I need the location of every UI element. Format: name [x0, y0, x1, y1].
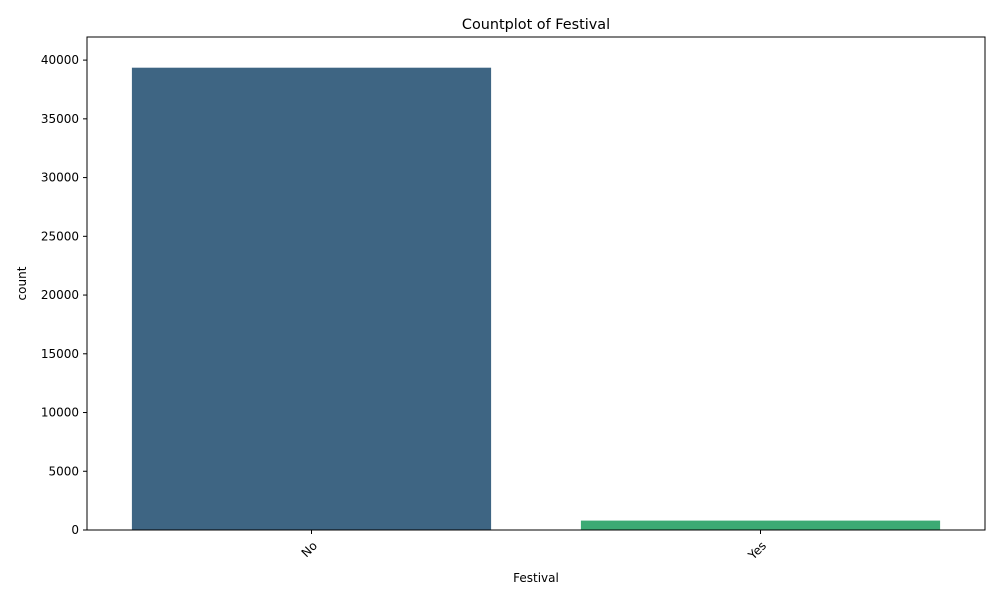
y-tick-label: 0: [71, 523, 79, 537]
bars-layer: [131, 67, 941, 530]
bar-yes: [580, 520, 941, 530]
x-axis-label: Festival: [513, 571, 559, 585]
y-axis-label: count: [15, 266, 29, 300]
x-tick-label: Yes: [745, 539, 769, 563]
y-tick-label: 15000: [41, 347, 79, 361]
y-tick-label: 10000: [41, 406, 79, 420]
y-tick-label: 5000: [48, 464, 79, 478]
y-tick-label: 25000: [41, 229, 79, 243]
plot-frame: [86, 36, 986, 531]
bar-no: [131, 67, 492, 530]
y-tick-label: 35000: [41, 112, 79, 126]
y-axis-ticks: 0 5000 10000 15000 20000 25000 30000 35000 40000: [41, 53, 87, 537]
x-axis-ticks: No Yes: [299, 530, 769, 563]
chart-title: Countplot of Festival: [462, 17, 610, 33]
y-tick-label: 30000: [41, 171, 79, 185]
x-tick-label: No: [299, 539, 320, 560]
y-tick-label: 40000: [41, 53, 79, 67]
y-tick-label: 20000: [41, 288, 79, 302]
